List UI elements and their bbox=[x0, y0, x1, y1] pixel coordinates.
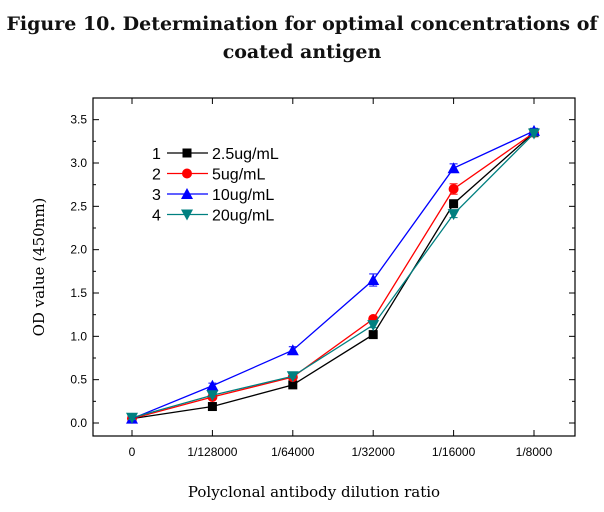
legend: 1 2.5ug/mL 2 5ug/mL 3 10ug/mL 4 20ug/mL bbox=[152, 146, 279, 225]
legend-item: 4 20ug/mL bbox=[152, 208, 274, 225]
x-tick-label: 1/32000 bbox=[352, 445, 396, 459]
legend-label: 5ug/mL bbox=[212, 167, 265, 184]
chart-axes: 0.0 0.5 1.0 1.5 2.0 2.5 3.0 3.5 0 1/128000 1/64000… bbox=[70, 97, 576, 459]
legend-label: 2.5ug/mL bbox=[212, 146, 279, 163]
legend-index: 2 bbox=[152, 167, 161, 184]
x-tick-label: 1/16000 bbox=[432, 445, 476, 459]
y-tick-label: 0.5 bbox=[70, 373, 87, 387]
x-tick-label: 1/128000 bbox=[187, 445, 237, 459]
data-point bbox=[528, 128, 540, 140]
legend-item: 2 5ug/mL bbox=[152, 167, 265, 184]
y-tick-label: 1.0 bbox=[70, 329, 87, 343]
legend-item: 1 2.5ug/mL bbox=[152, 146, 279, 163]
legend-label: 10ug/mL bbox=[212, 187, 274, 204]
x-tick-label: 1/8000 bbox=[516, 445, 553, 459]
legend-marker bbox=[181, 209, 193, 221]
data-point bbox=[126, 412, 138, 424]
series-line bbox=[131, 132, 535, 420]
data-point bbox=[447, 209, 460, 221]
legend-marker bbox=[182, 168, 192, 179]
data-point bbox=[206, 379, 219, 391]
y-tick-label: 0.0 bbox=[70, 416, 87, 430]
data-point bbox=[206, 390, 219, 402]
legend-label: 20ug/mL bbox=[212, 208, 274, 225]
data-point bbox=[447, 162, 460, 174]
y-tick-label: 1.5 bbox=[70, 286, 87, 300]
legend-marker bbox=[182, 148, 192, 158]
data-point bbox=[207, 402, 217, 412]
data-point bbox=[449, 199, 459, 209]
data-point bbox=[368, 330, 378, 340]
x-axis-label: Polyclonal antibody dilution ratio bbox=[188, 483, 440, 501]
plot-frame bbox=[92, 97, 576, 437]
data-point bbox=[367, 320, 380, 332]
y-axis-label: OD value (450nm) bbox=[30, 198, 48, 337]
data-point bbox=[286, 371, 299, 383]
figure-title-line-2: coated antigen bbox=[222, 41, 382, 63]
series-line bbox=[131, 130, 535, 420]
series-line bbox=[131, 133, 535, 419]
y-tick-label: 3.5 bbox=[70, 113, 87, 127]
y-tick-label: 2.5 bbox=[70, 199, 87, 213]
series-layer bbox=[126, 124, 540, 424]
data-point bbox=[286, 344, 299, 356]
series-line bbox=[131, 132, 535, 420]
x-tick-label: 1/64000 bbox=[271, 445, 315, 459]
legend-index: 4 bbox=[152, 208, 161, 225]
series-20ug/mL bbox=[126, 128, 540, 424]
data-point bbox=[367, 274, 380, 285]
legend-marker bbox=[181, 188, 193, 199]
legend-item: 3 10ug/mL bbox=[152, 187, 274, 204]
x-tick-label: 0 bbox=[129, 445, 136, 459]
legend-index: 1 bbox=[152, 146, 161, 163]
y-tick-label: 3.0 bbox=[70, 156, 87, 170]
y-tick-label: 2.0 bbox=[70, 243, 87, 257]
legend-index: 3 bbox=[152, 187, 161, 204]
data-point bbox=[288, 380, 298, 390]
figure-title-line-1: Figure 10. Determination for optimal con… bbox=[6, 13, 598, 35]
data-point bbox=[448, 184, 459, 194]
figure-title: Figure 10. Determination for optimal con… bbox=[0, 10, 604, 66]
